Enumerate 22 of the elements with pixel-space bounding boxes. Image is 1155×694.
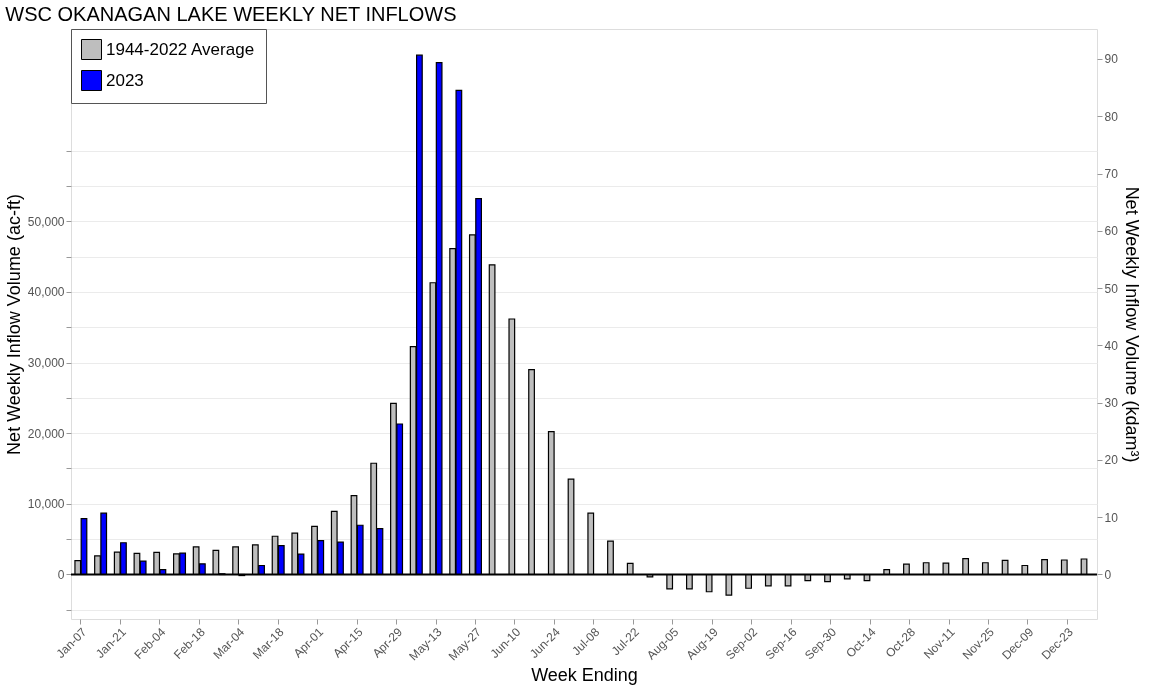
y2-tick-label: 70 <box>1104 167 1119 182</box>
x-axis-title: Week Ending <box>531 664 638 685</box>
y2-tick-label: 50 <box>1104 281 1119 296</box>
y2-tick-label: 80 <box>1104 109 1119 124</box>
y-tick-label: 0 <box>57 567 65 582</box>
y-tick-label: 20,000 <box>27 426 65 441</box>
y2-tick-label: 0 <box>1104 567 1112 582</box>
y2-tick-label: 40 <box>1104 338 1119 353</box>
chart-title: WSC OKANAGAN LAKE WEEKLY NET INFLOWS <box>5 3 457 25</box>
y-tick-label: 40,000 <box>27 285 65 300</box>
y-axis-title: Net Weekly Inflow Volume (ac-ft) <box>3 194 24 455</box>
y2-axis-title: Net Weekly Inflow Volume (kdam³) <box>1121 186 1142 463</box>
legend-label: 2023 <box>106 70 144 90</box>
y-tick-label: 10,000 <box>27 497 65 512</box>
y2-tick-label: 10 <box>1104 510 1119 525</box>
y2-tick-label: 90 <box>1104 52 1119 67</box>
y-tick-label: 30,000 <box>27 356 65 371</box>
y-tick-label: 50,000 <box>27 214 65 229</box>
y2-tick-label: 30 <box>1104 396 1119 411</box>
legend-label: 1944-2022 Average <box>106 39 255 59</box>
y2-tick-label: 60 <box>1104 224 1119 239</box>
y2-tick-label: 20 <box>1104 453 1119 468</box>
